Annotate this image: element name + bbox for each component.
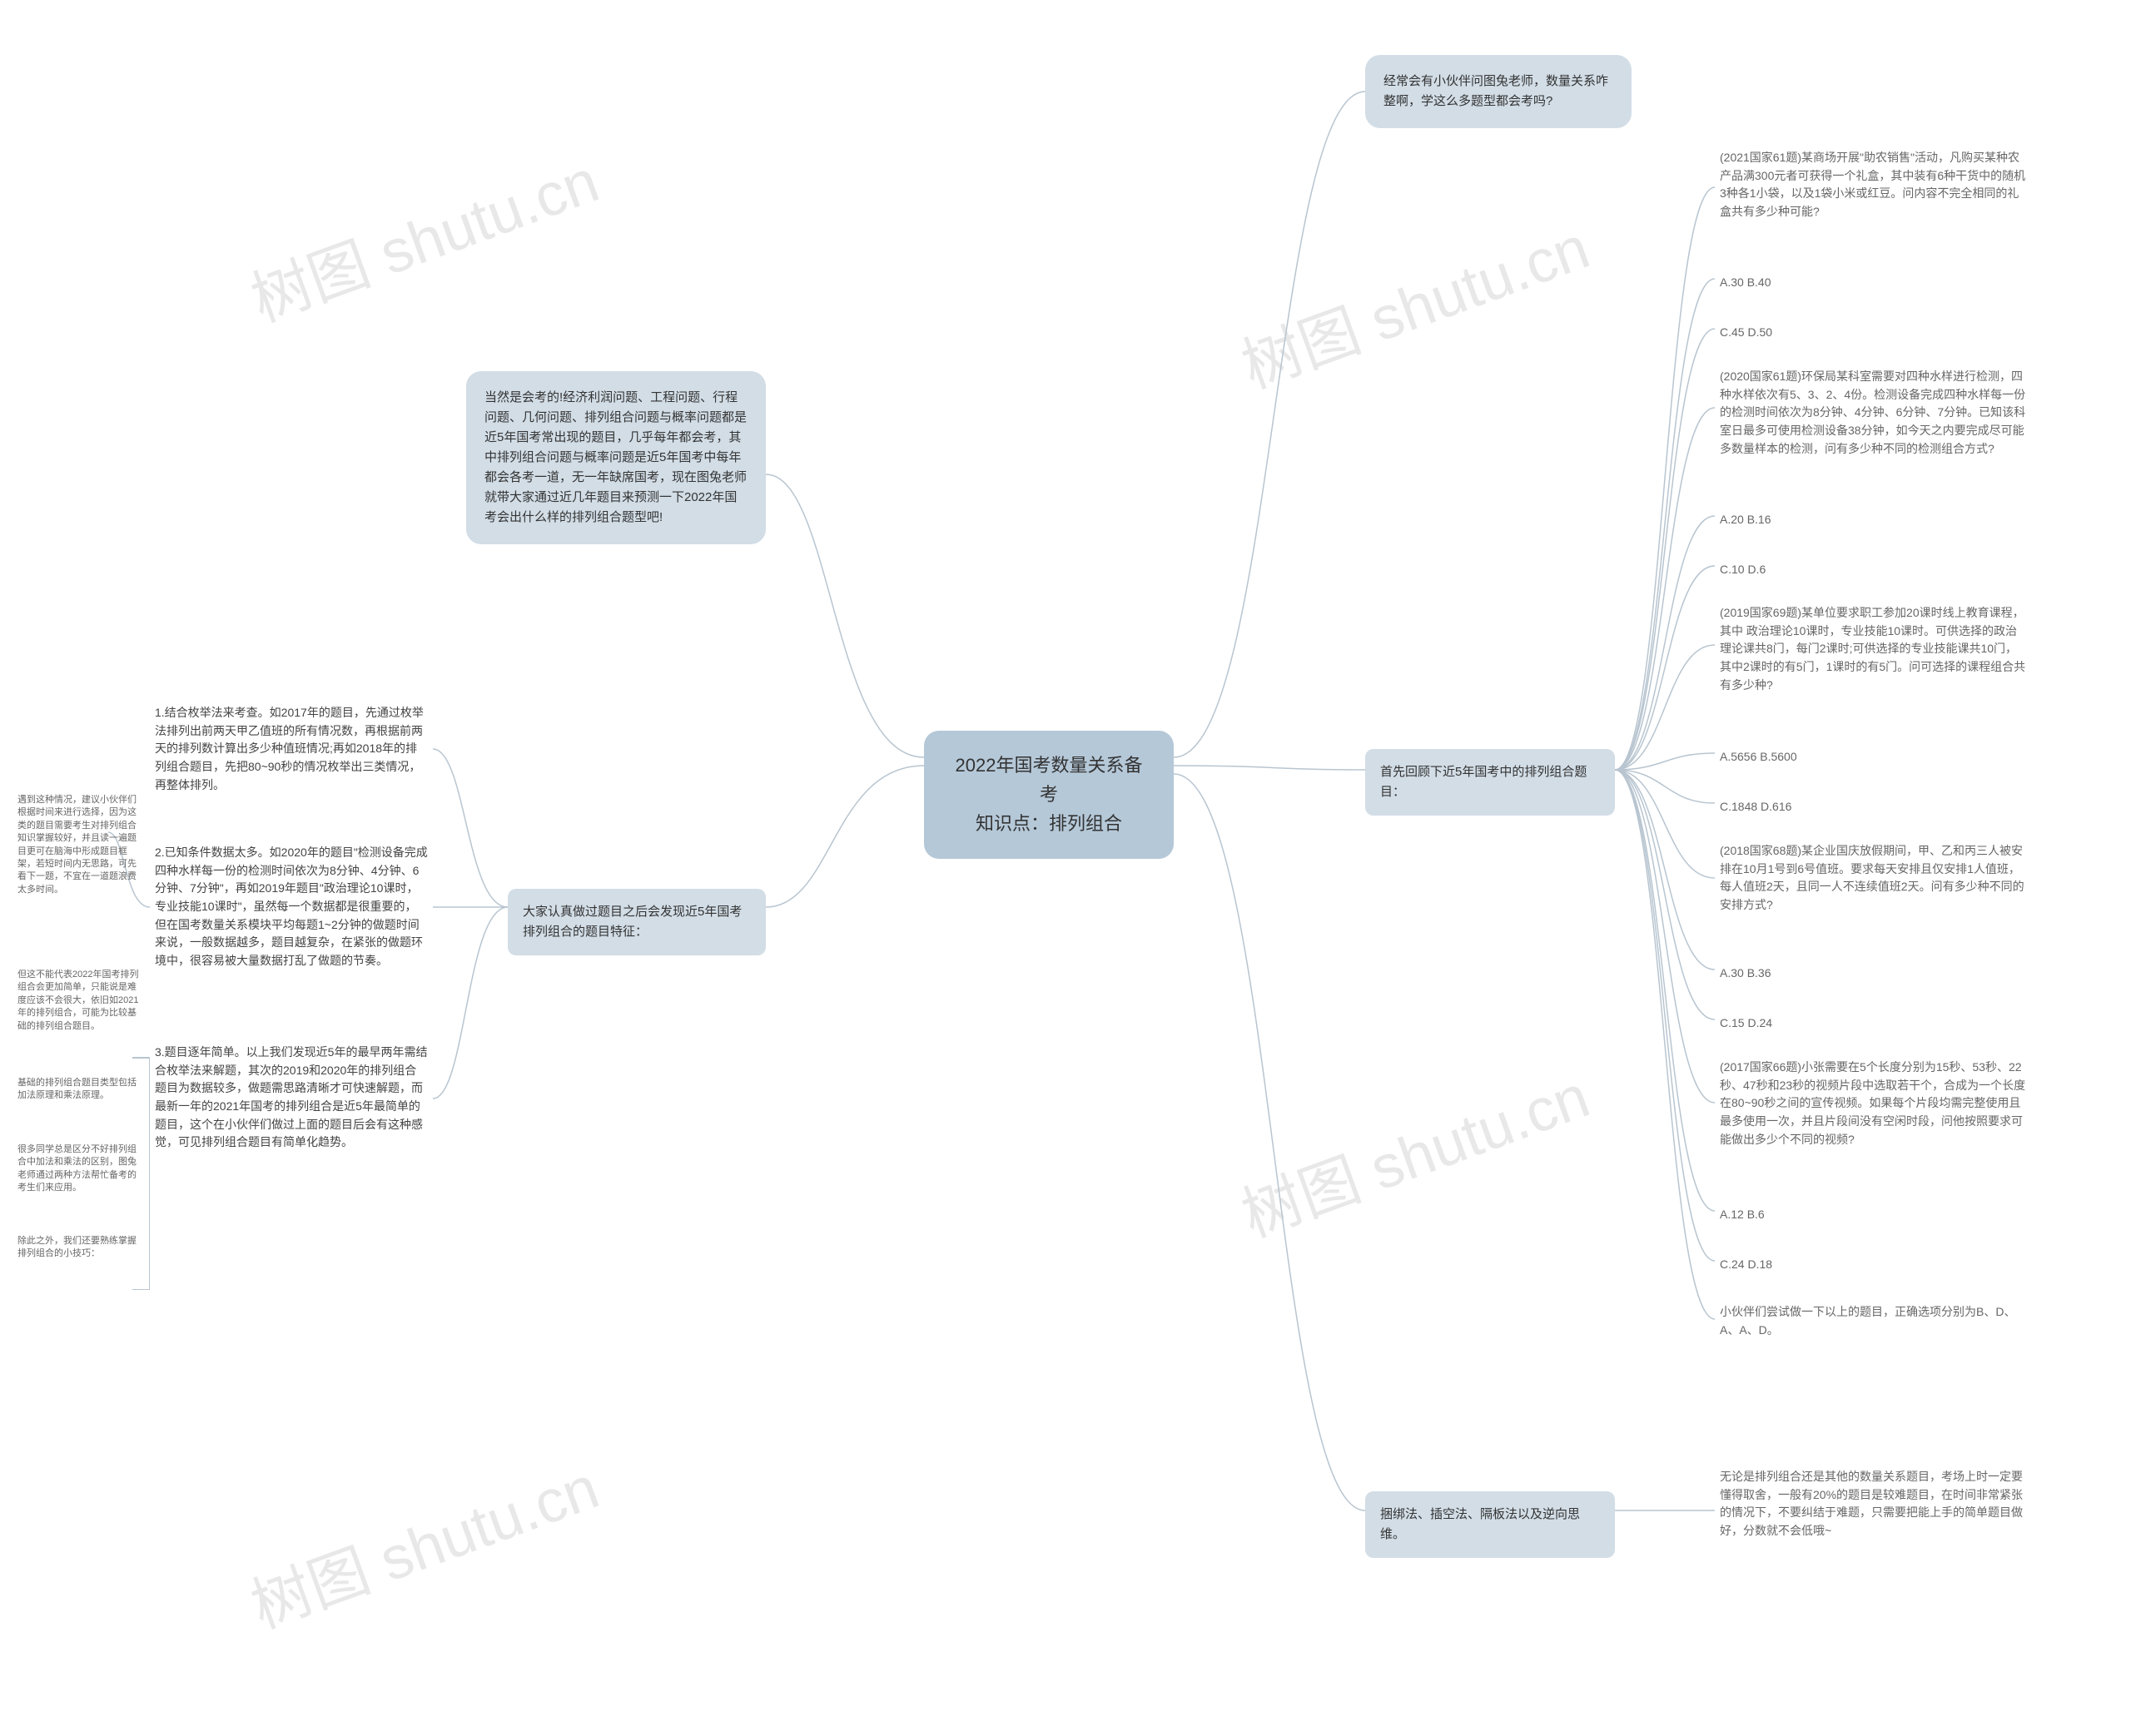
branch-r1-text: 经常会有小伙伴问图兔老师，数量关系咋整啊，学这么多题型都会考吗? [1383, 74, 1608, 108]
r3-child: 无论是排列组合还是其他的数量关系题目，考场上时一定要懂得取舍，一般有20%的题目… [1715, 1465, 2031, 1544]
branch-r1: 经常会有小伙伴问图兔老师，数量关系咋整啊，学这么多题型都会考吗? [1365, 55, 1632, 128]
r2-q4b: C.15 D.24 [1715, 1011, 1881, 1036]
center-title-line2: 知识点：排列组合 [947, 809, 1150, 838]
center-title-line1: 2022年国考数量关系备考 [947, 751, 1150, 809]
branch-l2-text: 大家认真做过题目之后会发现近5年国考排列组合的题目特征： [523, 905, 742, 939]
l2-c3-t3: 很多同学总是区分不好排列组合中加法和乘法的区别，图兔老师通过两种方法帮忙备考的考… [12, 1140, 146, 1198]
r2-summary: 小伙伴们尝试做一下以上的题目，正确选项分别为B、D、A、A、D。 [1715, 1300, 2031, 1342]
r2-q5: (2017国家66题)小张需要在5个长度分别为15秒、53秒、22秒、47秒和2… [1715, 1055, 2031, 1152]
r2-q1b: C.45 D.50 [1715, 320, 1881, 345]
r2-q5a: A.12 B.6 [1715, 1203, 1881, 1228]
branch-r2: 首先回顾下近5年国考中的排列组合题目： [1365, 749, 1615, 816]
branch-r3: 捆绑法、插空法、隔板法以及逆向思维。 [1365, 1491, 1615, 1558]
l2-c3: 3.题目逐年简单。以上我们发现近5年的最早两年需结合枚举法来解题，其次的2019… [150, 1040, 433, 1155]
branch-l1: 当然是会考的!经济利润问题、工程问题、行程问题、几何问题、排列组合问题与概率问题… [466, 371, 766, 544]
branch-r2-text: 首先回顾下近5年国考中的排列组合题目： [1380, 765, 1587, 799]
r2-q2a: A.20 B.16 [1715, 508, 1881, 533]
watermark: 树图 shutu.cn [237, 132, 609, 339]
r2-q1: (2021国家61题)某商场开展"助农销售"活动，凡购买某种农产品满300元者可… [1715, 146, 2031, 225]
r2-q2b: C.10 D.6 [1715, 558, 1881, 583]
r2-q4: (2018国家68题)某企业国庆放假期间，甲、乙和丙三人被安排在10月1号到6号… [1715, 839, 2031, 918]
l2-c2: 2.已知条件数据太多。如2020年的题目"检测设备完成四种水样每一份的检测时间依… [150, 841, 433, 974]
watermark: 树图 shutu.cn [237, 1439, 609, 1645]
l2-c2-child-visible: 遇到这种情况，建议小伙伴们根据时间来进行选择，因为这类的题目需要考生对排列组合知… [12, 791, 146, 900]
center-node: 2022年国考数量关系备考 知识点：排列组合 [924, 731, 1174, 859]
r2-q3: (2019国家69题)某单位要求职工参加20课时线上教育课程，其中 政治理论10… [1715, 601, 2031, 697]
watermark: 树图 shutu.cn [1228, 199, 1599, 405]
r2-q1a: A.30 B.40 [1715, 270, 1881, 295]
r2-q5b: C.24 D.18 [1715, 1252, 1881, 1277]
r2-q3b: C.1848 D.616 [1715, 795, 1881, 820]
r2-q4a: A.30 B.36 [1715, 961, 1881, 986]
r2-q2: (2020国家61题)环保局某科室需要对四种水样进行检测，四种水样依次有5、3、… [1715, 365, 2031, 461]
branch-r3-text: 捆绑法、插空法、隔板法以及逆向思维。 [1380, 1507, 1580, 1541]
l2-c1: 1.结合枚举法来考查。如2017年的题目，先通过枚举法排列出前两天甲乙值班的所有… [150, 701, 433, 797]
l2-c3-t1: 但这不能代表2022年国考排列组合会更加简单，只能说是难度应该不会很大，依旧如2… [12, 965, 146, 1036]
l2-c3-t4: 除此之外，我们还要熟练掌握排列组合的小技巧： [12, 1232, 146, 1264]
l2-c3-t2: 基础的排列组合题目类型包括加法原理和乘法原理。 [12, 1074, 146, 1106]
branch-l2: 大家认真做过题目之后会发现近5年国考排列组合的题目特征： [508, 889, 766, 955]
r2-q3a: A.5656 B.5600 [1715, 745, 1881, 770]
watermark: 树图 shutu.cn [1228, 1048, 1599, 1254]
branch-l1-text: 当然是会考的!经济利润问题、工程问题、行程问题、几何问题、排列组合问题与概率问题… [484, 390, 747, 524]
